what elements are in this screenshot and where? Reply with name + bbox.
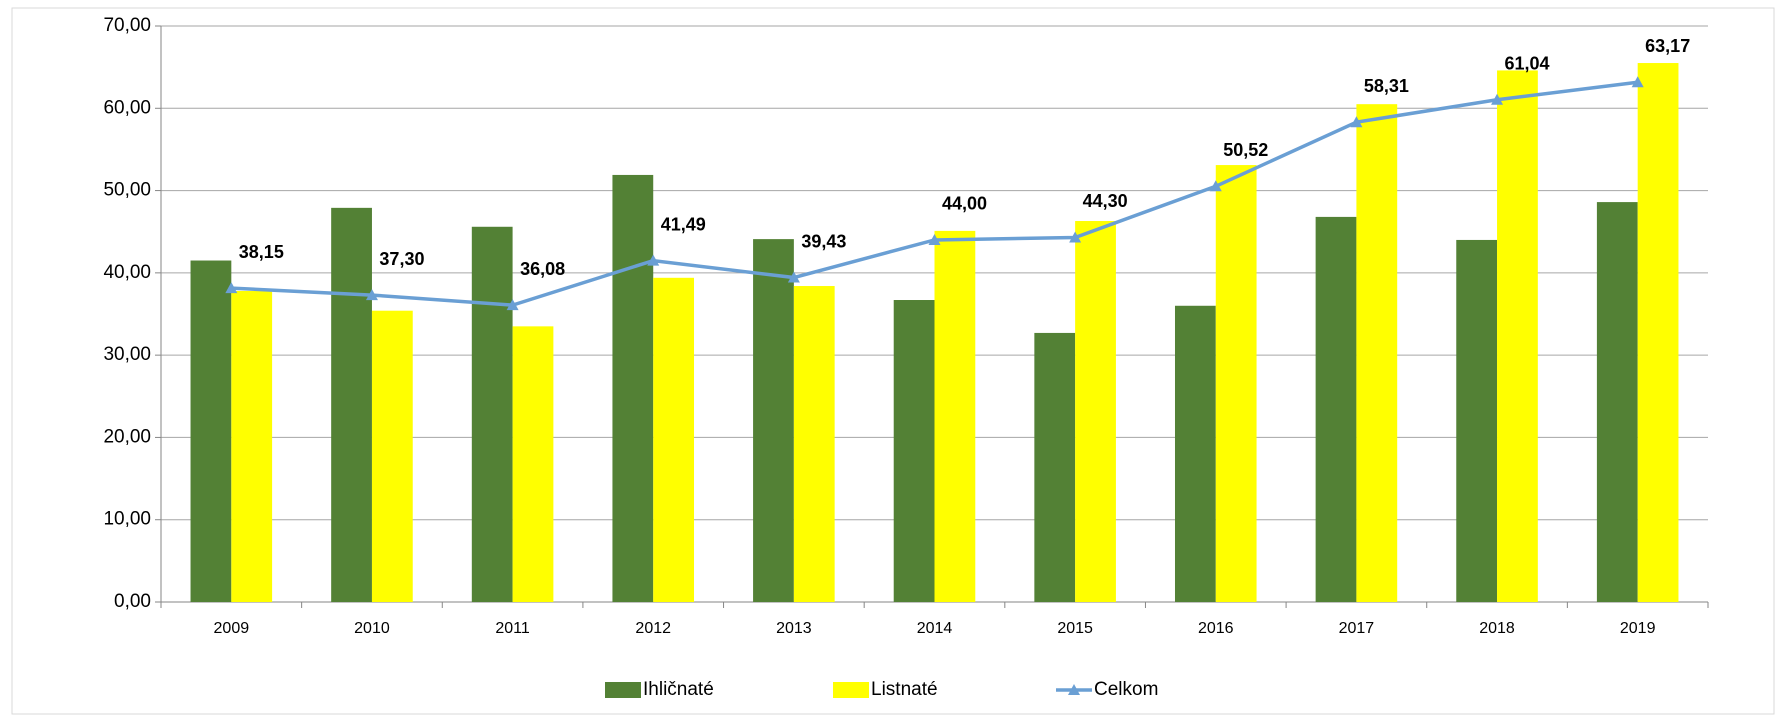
bar xyxy=(934,230,976,603)
data-label: 36,08 xyxy=(520,259,565,279)
line-marker xyxy=(928,233,941,245)
x-tick-label: 2011 xyxy=(495,620,530,637)
y-tick-label: 40,00 xyxy=(103,262,151,283)
line-marker xyxy=(506,299,519,311)
bar xyxy=(893,300,935,602)
legend-swatch xyxy=(833,682,869,698)
data-label: 37,30 xyxy=(379,249,424,269)
bar xyxy=(190,260,232,602)
x-tick-label: 2014 xyxy=(917,620,953,637)
bar xyxy=(1637,63,1679,603)
bar xyxy=(231,290,273,602)
bar xyxy=(1174,305,1216,602)
line-marker xyxy=(1350,116,1363,128)
line-marker xyxy=(1491,93,1504,105)
legend-label: Ihličnaté xyxy=(643,679,714,700)
data-label: 58,31 xyxy=(1364,76,1409,96)
x-tick-label: 2018 xyxy=(1479,620,1515,637)
x-tick-label: 2012 xyxy=(635,620,671,637)
chart-border xyxy=(11,7,1775,715)
y-tick-label: 20,00 xyxy=(103,426,151,447)
bar xyxy=(793,286,835,602)
data-label: 44,30 xyxy=(1083,191,1128,211)
data-label: 39,43 xyxy=(801,231,846,251)
bar xyxy=(331,207,372,602)
bar xyxy=(1456,239,1498,602)
bar xyxy=(753,239,794,602)
data-label: 50,52 xyxy=(1223,140,1268,160)
x-tick-label: 2013 xyxy=(776,620,812,637)
line-marker xyxy=(365,289,378,301)
x-tick-label: 2019 xyxy=(1620,620,1656,637)
x-tick-label: 2017 xyxy=(1339,620,1375,637)
line-marker xyxy=(647,254,660,266)
x-tick-label: 2010 xyxy=(354,620,390,637)
bar xyxy=(512,326,554,602)
bar xyxy=(1075,221,1116,602)
data-label: 61,04 xyxy=(1505,53,1550,73)
line-marker xyxy=(1631,76,1644,88)
legend-swatch xyxy=(605,682,641,698)
bar xyxy=(1315,216,1357,602)
legend-label: Celkom xyxy=(1094,679,1158,700)
x-tick-label: 2015 xyxy=(1057,620,1093,637)
data-label: 41,49 xyxy=(661,214,706,234)
line-marker xyxy=(225,282,238,294)
y-tick-label: 0,00 xyxy=(114,591,151,612)
line-marker xyxy=(1068,684,1080,695)
bar xyxy=(1034,332,1076,602)
data-label: 63,17 xyxy=(1645,36,1690,56)
bar xyxy=(1356,104,1398,603)
bar xyxy=(1215,165,1257,602)
y-tick-label: 50,00 xyxy=(103,180,151,201)
data-label: 44,00 xyxy=(942,194,987,214)
legend-label: Listnaté xyxy=(871,679,938,700)
bar xyxy=(1596,202,1638,602)
bar xyxy=(653,277,695,602)
y-tick-label: 30,00 xyxy=(103,344,151,365)
x-tick-label: 2009 xyxy=(214,620,250,637)
bar xyxy=(1497,70,1538,603)
data-label: 38,15 xyxy=(239,242,284,262)
bar xyxy=(371,310,413,602)
x-tick-label: 2016 xyxy=(1198,620,1234,637)
bar xyxy=(471,226,513,602)
line-marker xyxy=(787,271,800,283)
y-tick-label: 10,00 xyxy=(103,509,151,530)
bar xyxy=(612,174,654,603)
y-tick-label: 60,00 xyxy=(103,97,151,118)
line-marker xyxy=(1069,231,1082,243)
y-tick-label: 70,00 xyxy=(103,15,151,36)
line-marker xyxy=(1209,180,1222,192)
